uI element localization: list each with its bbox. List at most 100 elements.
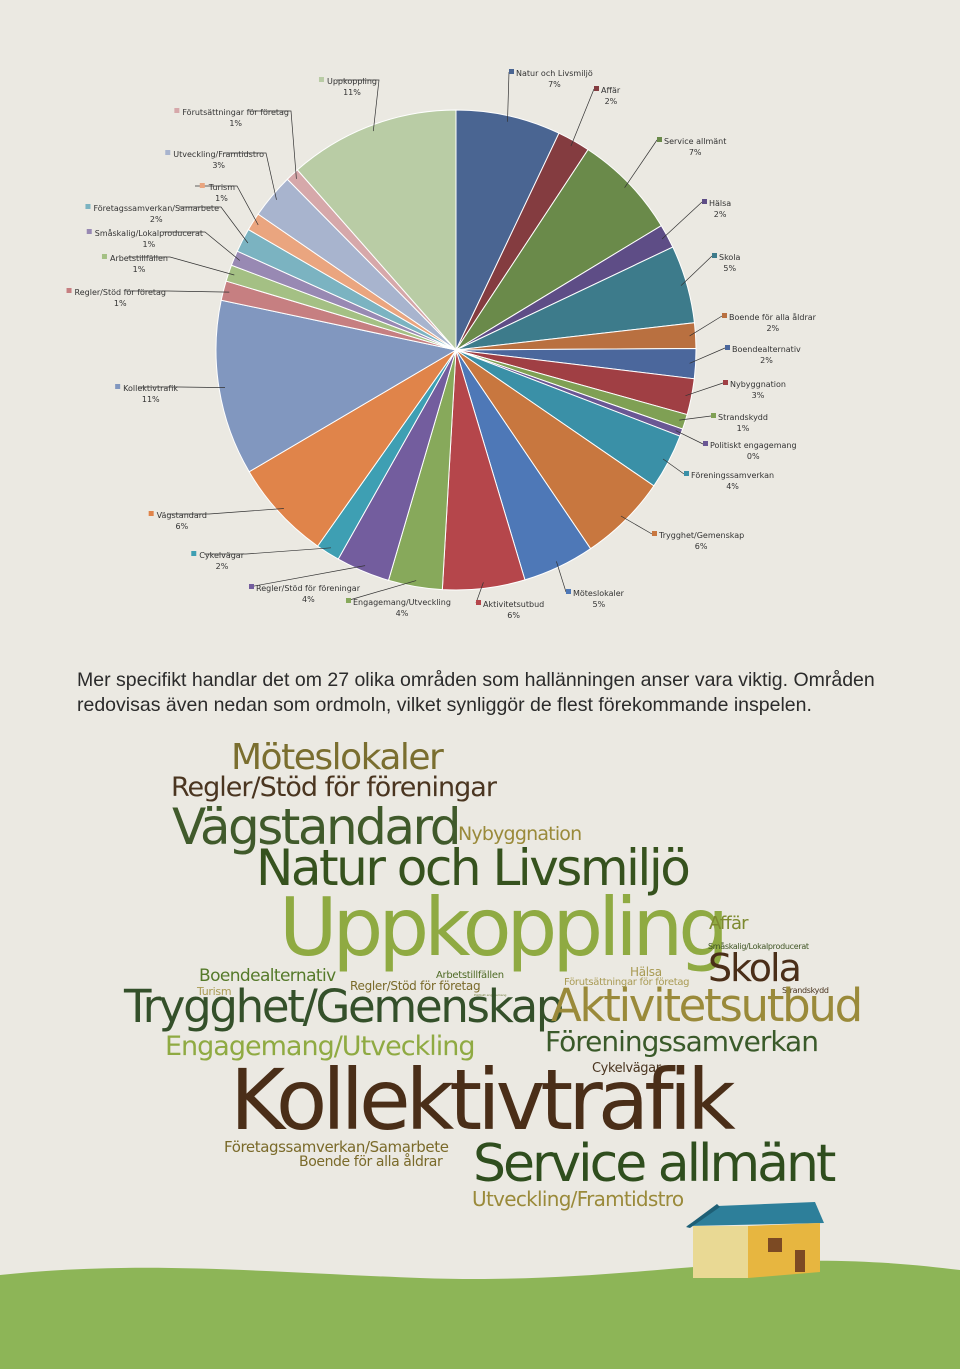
word-cloud-word: Regler/Stöd för företag — [350, 979, 481, 993]
pie-slice — [296, 109, 457, 352]
pie-label: Kollektivtrafik 11% — [115, 384, 178, 404]
pie-label: Politiskt engagemang 0% — [703, 441, 797, 461]
pie-label-swatch — [476, 600, 481, 605]
pie-label-value: 6% — [695, 542, 708, 551]
intro-line-1: Mer specifikt handlar det om 27 olika om… — [77, 669, 875, 691]
pie-label-swatch — [711, 413, 716, 418]
house-wall-side — [748, 1223, 820, 1278]
pie-label: Hälsa 2% — [702, 199, 731, 219]
pie-label-value: 1% — [229, 119, 242, 128]
pie-leader-lines — [126, 71, 726, 604]
pie-label: Vägstandard 6% — [148, 511, 207, 531]
pie-label: Boendealternativ 2% — [725, 345, 801, 365]
pie-label-name: Engagemang/Utveckling — [353, 598, 451, 607]
pie-label-value: 0% — [747, 452, 760, 461]
pie-leader-line — [475, 582, 484, 604]
pie-label: Nybyggnation 3% — [723, 380, 786, 400]
pie-leader-line — [224, 152, 277, 200]
pie-label-value: 2% — [605, 97, 618, 106]
pie-label-name: Regler/Stöd för företag — [75, 288, 166, 297]
pie-label-value: 11% — [142, 395, 160, 404]
pie-label-swatch — [115, 384, 121, 389]
pie-label-value: 1% — [114, 299, 127, 308]
hill-scene — [0, 1202, 960, 1369]
pie-label-value: 11% — [343, 88, 361, 97]
pie-label-name: Cykelvägar — [199, 551, 244, 560]
pie-label-name: Kollektivtrafik — [123, 384, 178, 393]
pie-label: Trygghet/Gemenskap 6% — [652, 531, 744, 551]
pie-label: Föreningssamverkan 4% — [684, 471, 774, 491]
pie-label-name: Strandskydd — [718, 413, 768, 422]
pie-label-value: 2% — [150, 215, 163, 224]
pie-label: Strandskydd 1% — [711, 413, 768, 433]
pie-chart: Natur och Livsmiljö 7% Affär 2% Service allm… — [66, 69, 817, 620]
word-cloud-word: Cykelvägar — [592, 1061, 661, 1076]
pie-label-swatch — [148, 511, 154, 516]
house-roof-edge — [686, 1204, 720, 1228]
pie-label-value: 2% — [714, 210, 727, 219]
pie-leader-line — [128, 256, 235, 276]
pie-label-value: 3% — [212, 161, 225, 170]
pie-leader-line — [685, 382, 724, 397]
word-cloud-word: Natur och Livsmiljö — [256, 839, 691, 897]
word-cloud-word: Möteslokaler — [231, 737, 444, 778]
pie-label-value: 2% — [760, 356, 773, 365]
pie-leader-line — [204, 547, 332, 555]
pie-label-swatch — [509, 69, 514, 74]
pie-label-value: 1% — [215, 194, 228, 203]
house-wall-front — [693, 1226, 748, 1278]
house-illustration — [686, 1202, 824, 1278]
pie-label-swatch — [86, 229, 92, 234]
pie-label-name: Småskalig/Lokalproducerat — [95, 228, 203, 238]
pie-label-swatch — [199, 183, 205, 188]
pie-label-name: Skola — [719, 253, 741, 262]
pie-label-swatch — [684, 471, 689, 476]
pie-label-swatch — [566, 589, 571, 594]
word-cloud-word: Uppkoppling — [279, 881, 729, 974]
pie-label-name: Aktivitetsutbud — [483, 600, 544, 609]
pie-leader-line — [337, 79, 380, 132]
pie-label: Aktivitetsutbud 6% — [476, 600, 544, 620]
pie-label: Natur och Livsmiljö 7% — [509, 69, 593, 89]
pie-label: Affär 2% — [594, 86, 621, 106]
pie-label-name: Föreningssamverkan — [691, 471, 774, 480]
pie-label-name: Förutsättningar för företag — [182, 108, 289, 117]
pie-slice — [455, 109, 560, 351]
pie-leader-line — [195, 185, 259, 226]
pie-label-swatch — [249, 584, 254, 589]
pie-label-swatch — [657, 137, 662, 142]
pie-label: Regler/Stöd för föreningar 4% — [249, 584, 361, 604]
pie-leader-line — [624, 139, 658, 188]
pie-label-value: 6% — [507, 611, 520, 620]
pie-label-name: Hälsa — [709, 199, 731, 208]
pie-label-swatch — [85, 204, 91, 209]
pie-label-value: 4% — [302, 595, 315, 604]
word-cloud-word: Affär — [709, 913, 749, 934]
pie-label-value: 7% — [689, 148, 702, 157]
word-cloud-word: Föreningssamverkan — [545, 1025, 819, 1058]
word-cloud-word: Småskalig/Lokalproducerat — [708, 942, 809, 951]
house-window — [768, 1238, 782, 1252]
pie-label-value: 2% — [216, 562, 229, 571]
pie-label-name: Natur och Livsmiljö — [516, 69, 593, 78]
pie-label-name: Turism — [208, 183, 235, 192]
pie-leader-line — [167, 508, 284, 515]
pie-label-swatch — [722, 313, 727, 318]
pie-label-value: 1% — [133, 265, 146, 274]
pie-label: Turism 1% — [199, 183, 235, 203]
pie-leader-line — [680, 255, 713, 286]
pie-label-swatch — [66, 288, 72, 293]
pie-labels: Natur och Livsmiljö 7% Affär 2% Service allm… — [66, 69, 817, 620]
pie-label: Uppkoppling 11% — [318, 77, 377, 97]
pie-label-swatch — [191, 551, 197, 556]
pie-label-name: Vägstandard — [157, 511, 207, 520]
pie-label-swatch — [101, 254, 107, 259]
pie-label: Småskalig/Lokalproducerat 1% — [86, 228, 203, 249]
word-cloud-word: Hälsa — [630, 965, 662, 979]
pie-leader-line — [126, 290, 230, 293]
pie-leader-line — [662, 458, 685, 475]
pie-leader-line — [556, 561, 567, 593]
pie-label-value: 1% — [143, 240, 156, 249]
pie-label-value: 7% — [548, 80, 561, 89]
